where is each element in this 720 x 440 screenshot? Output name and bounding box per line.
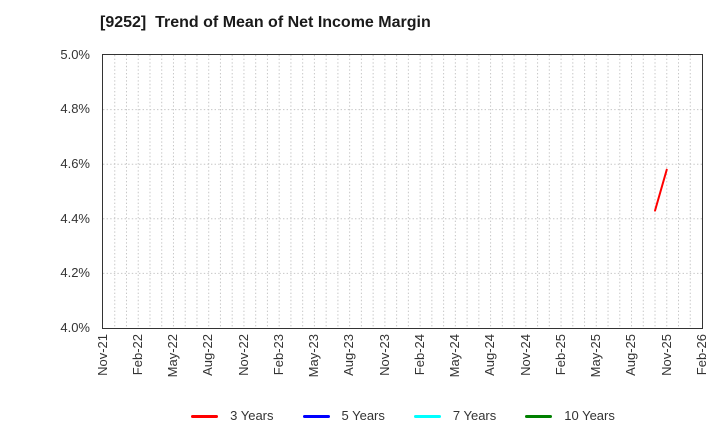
x-tick-label: Nov-25	[658, 334, 674, 376]
legend-item-label: 7 Years	[452, 408, 497, 423]
x-tick-label: Aug-25	[623, 334, 639, 376]
x-tick-label: Feb-25	[552, 334, 568, 376]
x-tick-label: Aug-22	[200, 334, 216, 376]
plot-canvas	[103, 55, 702, 328]
x-tick-label: May-22	[165, 334, 181, 378]
x-tick-label: Feb-22	[129, 334, 145, 376]
legend-item-7-years: 7 Years	[413, 408, 497, 424]
x-tick-label: May-25	[588, 334, 604, 378]
x-tick-label: Aug-23	[341, 334, 357, 376]
y-tick-label: 4.0%	[60, 319, 90, 335]
y-tick-label: 4.6%	[60, 155, 90, 171]
legend-line-swatch	[302, 414, 330, 418]
legend-item-label: 3 Years	[230, 408, 274, 423]
x-tick-label: Nov-24	[517, 334, 533, 376]
x-tick-label: May-23	[306, 334, 322, 378]
y-tick-label: 5.0%	[60, 46, 90, 62]
x-tick-label: Nov-22	[235, 334, 251, 376]
legend: 3 Years 5 Years 7 Years 10 Years	[102, 406, 704, 426]
plot-area	[102, 54, 703, 329]
legend-item-10-years: 10 Years	[525, 408, 615, 424]
y-tick-label: 4.8%	[60, 101, 90, 117]
x-tick-label: Feb-23	[270, 334, 286, 376]
gridlines	[103, 55, 702, 328]
legend-line-swatch	[413, 414, 441, 418]
legend-item-label: 5 Years	[341, 408, 385, 423]
legend-item-label: 10 Years	[564, 408, 615, 423]
x-tick-label: Feb-26	[693, 334, 709, 376]
legend-item-5-years: 5 Years	[302, 408, 385, 424]
legend-line-swatch	[525, 414, 553, 418]
series-line-3-years	[654, 168, 668, 212]
x-tick-label: Nov-21	[94, 334, 110, 376]
y-tick-label: 4.2%	[60, 265, 90, 281]
y-tick-label: 4.4%	[60, 210, 90, 226]
x-tick-label: May-24	[447, 334, 463, 378]
legend-line-swatch	[191, 414, 219, 418]
x-tick-label: Aug-24	[482, 334, 498, 376]
chart-title: [9252] Trend of Mean of Net Income Margi…	[100, 14, 431, 31]
legend-item-3-years: 3 Years	[191, 408, 274, 424]
x-tick-label: Feb-24	[411, 334, 427, 376]
x-tick-label: Nov-23	[376, 334, 392, 376]
